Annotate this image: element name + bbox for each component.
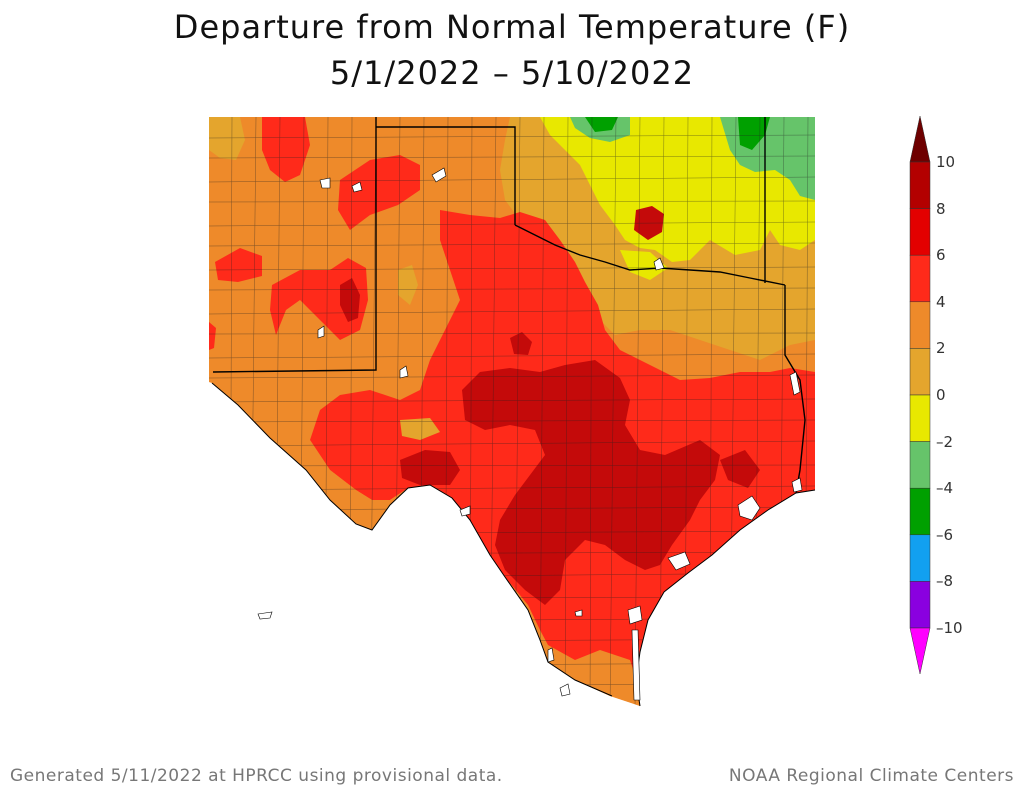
legend-bin xyxy=(909,348,931,396)
county-line-h xyxy=(209,683,815,687)
lake-5 xyxy=(459,505,471,517)
contour-minus-2-4 xyxy=(585,117,618,132)
county-line-h xyxy=(209,617,815,623)
legend-tick-label: 6 xyxy=(936,246,946,265)
island-1 xyxy=(257,611,273,620)
laguna-madre xyxy=(631,629,641,701)
county-line-h xyxy=(209,200,815,203)
galveston-bay xyxy=(737,495,761,521)
island-4 xyxy=(559,683,571,697)
map-subtitle-date-range: 5/1/2022 – 5/10/2022 xyxy=(329,54,695,92)
legend-tick-label: –2 xyxy=(936,432,954,451)
contour-plus-4-6-big-area-west xyxy=(209,372,320,470)
legend-tick-label: 10 xyxy=(936,153,956,171)
contour-zero-2-southeast xyxy=(620,250,668,280)
matagorda-bay xyxy=(667,551,691,571)
county-line-h xyxy=(209,374,815,379)
county-line-h xyxy=(209,266,815,271)
contour-plus-8-10-east xyxy=(720,450,760,488)
color-legend xyxy=(909,115,931,675)
coastal-water xyxy=(257,167,803,701)
legend-tick-label: 0 xyxy=(936,386,946,404)
contour-plus-2-4-west xyxy=(209,117,245,160)
legend-tick-label: –8 xyxy=(936,572,954,591)
legend-bin xyxy=(909,301,931,349)
corpus-bay xyxy=(627,605,643,625)
county-line-h xyxy=(209,221,815,227)
nm-tx-border xyxy=(212,117,377,373)
contour-plus-2-4-tx-west xyxy=(400,418,440,440)
county-line-v xyxy=(609,117,617,706)
toledo-bend xyxy=(789,371,801,396)
lake-6 xyxy=(399,365,409,379)
county-line-h xyxy=(209,242,815,247)
legend-over-triangle xyxy=(909,115,931,163)
legend-tick-label: 4 xyxy=(936,292,946,311)
county-line-v xyxy=(564,117,569,706)
legend-bin xyxy=(909,534,931,582)
legend-bin xyxy=(909,487,931,536)
county-line-h xyxy=(209,332,815,335)
lake-3 xyxy=(431,167,447,183)
legend-tick-label: –10 xyxy=(936,619,963,637)
map-title: Departure from Normal Temperature (F) xyxy=(173,8,851,46)
county-line-h xyxy=(209,398,815,403)
legend-bin xyxy=(909,581,931,629)
lake-4 xyxy=(317,325,325,339)
county-line-h xyxy=(209,353,815,359)
sabine-lake xyxy=(791,477,803,493)
tx-la-border xyxy=(784,285,806,494)
county-line-h xyxy=(209,155,815,159)
contour-plus-8-10-west xyxy=(400,450,460,485)
county-line-h xyxy=(209,638,815,643)
lake-1 xyxy=(319,177,331,189)
tx-ok-north xyxy=(376,126,516,225)
contour-plus-6-8-nm-north xyxy=(262,117,310,182)
footer-generated-note: Generated 5/11/2022 at HPRCC using provi… xyxy=(10,766,503,786)
lake-2 xyxy=(351,181,363,193)
county-line-h xyxy=(209,440,815,447)
county-line-h xyxy=(209,662,815,667)
legend-tick-label: –4 xyxy=(936,479,954,498)
county-line-h xyxy=(209,419,815,423)
legend-under-triangle xyxy=(909,627,931,675)
island-3 xyxy=(547,647,555,663)
county-line-v xyxy=(539,117,545,706)
contour-plus-4-6-bigbend xyxy=(306,440,408,530)
county-line-h xyxy=(209,596,815,599)
contour-fill-layer xyxy=(209,117,815,706)
county-line-h xyxy=(209,134,815,139)
county-line-h xyxy=(209,176,815,183)
legend-tick-label: 8 xyxy=(936,199,946,218)
contour-plus-2-4-panhandle-spots xyxy=(398,265,418,305)
state-boundaries xyxy=(212,117,806,494)
lake-7 xyxy=(653,257,665,271)
county-line-h xyxy=(209,704,815,706)
contour-plus-6-8-nm-edge xyxy=(209,322,216,350)
county-line-v xyxy=(589,117,593,706)
county-line-h xyxy=(209,308,815,315)
legend-bin xyxy=(909,208,931,256)
contour-minus-2-4-east xyxy=(738,117,770,150)
contour-plus-8-10-nm xyxy=(340,278,360,322)
county-line-h xyxy=(209,464,815,467)
legend-tick-label: 2 xyxy=(936,339,946,358)
legend-bin xyxy=(909,161,931,209)
legend-bin xyxy=(909,254,931,303)
footer-credit: NOAA Regional Climate Centers xyxy=(728,766,1014,786)
red-river xyxy=(514,224,786,286)
legend-bin xyxy=(909,394,931,442)
island-2 xyxy=(574,609,583,617)
contour-plus-6-8-nm-mid xyxy=(270,258,368,340)
county-line-h xyxy=(209,287,815,291)
legend-bin xyxy=(909,441,931,489)
contour-plus-6-8-nm-west xyxy=(215,248,262,282)
legend-tick-label: –6 xyxy=(936,525,954,544)
contour-plus-8-10-small-ne xyxy=(510,332,532,355)
